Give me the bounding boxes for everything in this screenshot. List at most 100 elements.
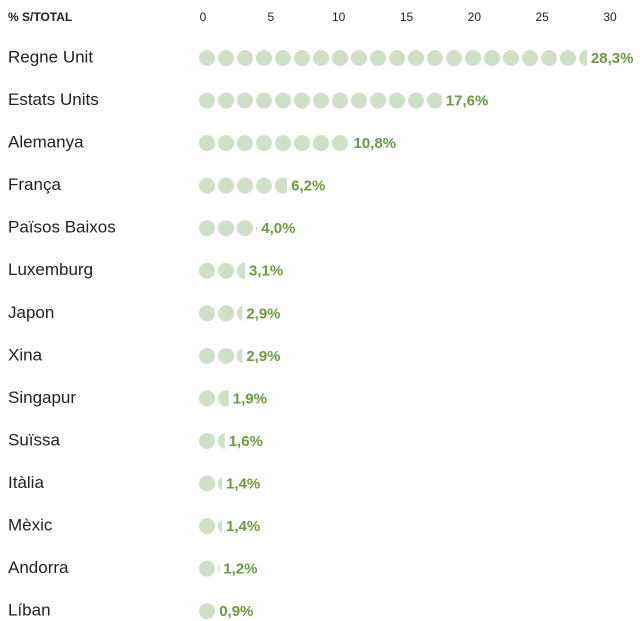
dot: [218, 564, 220, 573]
dot: [370, 50, 386, 66]
dot-row: [199, 432, 225, 449]
x-tick-label: 15: [400, 10, 414, 24]
category-label: Països Baixos: [8, 218, 116, 237]
dot: [389, 50, 405, 66]
value-label: 1,4%: [226, 475, 260, 492]
dot-row: [199, 135, 348, 152]
dot: [199, 347, 215, 364]
dot: [237, 92, 253, 109]
value-label: 10,8%: [354, 135, 397, 152]
category-label: Andorra: [8, 558, 69, 577]
value-label: 2,9%: [246, 305, 280, 322]
dot: [408, 92, 424, 109]
category-label: Estats Units: [8, 90, 99, 109]
dot: [313, 92, 329, 109]
dot: [199, 92, 215, 109]
x-tick-label: 20: [468, 10, 482, 24]
dot: [560, 50, 576, 66]
dot: [389, 92, 405, 109]
dot: [256, 223, 258, 233]
value-label: 1,6%: [229, 433, 263, 450]
dot-row: [199, 475, 222, 492]
dot: [199, 262, 215, 279]
category-label: Luxemburg: [8, 260, 93, 279]
value-label: 3,1%: [249, 263, 283, 280]
dot: [199, 220, 215, 237]
dot: [218, 476, 222, 491]
dot: [370, 92, 386, 109]
dot: [522, 50, 538, 66]
x-tick-label: 10: [332, 10, 346, 24]
value-label: 1,9%: [233, 390, 267, 407]
x-tick-label: 0: [200, 10, 207, 24]
dot: [351, 50, 367, 66]
dot: [199, 135, 215, 152]
dot: [256, 135, 272, 152]
dot: [199, 390, 215, 407]
dot: [294, 92, 310, 109]
dot: [256, 50, 272, 66]
dot: [465, 50, 481, 66]
dot: [218, 177, 234, 194]
category-label: Mèxic: [8, 516, 53, 535]
dot: [294, 135, 310, 152]
value-label: 6,2%: [291, 178, 325, 195]
value-label: 4,0%: [261, 220, 295, 237]
dot: [484, 50, 500, 66]
dot: [427, 50, 443, 66]
category-label: Líban: [8, 601, 51, 620]
dot: [218, 433, 225, 449]
x-tick-label: 25: [535, 10, 549, 24]
category-label: França: [8, 175, 61, 194]
value-label: 1,2%: [223, 561, 257, 578]
dot: [275, 177, 288, 194]
dot-row: [199, 560, 220, 577]
dot: [256, 177, 272, 194]
dot: [237, 177, 253, 194]
dot: [199, 177, 215, 194]
dot: [237, 135, 253, 152]
dot: [275, 50, 291, 66]
category-label: Alemanya: [8, 133, 84, 152]
dot: [218, 347, 234, 364]
dot: [237, 262, 246, 279]
dot: [332, 135, 348, 152]
dot: [199, 305, 215, 322]
dot: [294, 50, 310, 66]
dot: [275, 92, 291, 109]
dot: [199, 432, 215, 449]
dot: [218, 50, 234, 66]
dot: [237, 50, 253, 66]
chart-title: % S/TOTAL: [8, 10, 72, 24]
dot-row: [199, 390, 229, 407]
dot: [541, 50, 557, 66]
dot: [199, 50, 215, 66]
dot: [332, 92, 348, 109]
value-label: 28,3%: [591, 50, 634, 67]
dot-row: [199, 177, 288, 194]
dot-row: [199, 603, 215, 620]
dot: [408, 50, 424, 66]
dot-row: [199, 50, 587, 66]
dot: [199, 603, 215, 620]
dot-row: [199, 305, 243, 322]
dot-row: [199, 262, 246, 279]
dot: [313, 50, 329, 66]
category-label: Japon: [8, 303, 54, 322]
dot: [237, 305, 243, 321]
dot: [427, 92, 442, 109]
dot: [579, 50, 587, 66]
category-label: Itàlia: [8, 473, 44, 492]
category-label: Xina: [8, 345, 43, 364]
dot-row: [199, 220, 258, 237]
dot: [446, 50, 462, 66]
dot: [218, 92, 234, 109]
dot: [218, 390, 229, 407]
dot: [218, 519, 222, 533]
dot: [199, 560, 215, 577]
value-label: 17,6%: [446, 93, 489, 110]
category-label: Regne Unit: [8, 47, 93, 66]
x-tick-label: 5: [267, 10, 274, 24]
value-label: 2,9%: [246, 348, 280, 365]
